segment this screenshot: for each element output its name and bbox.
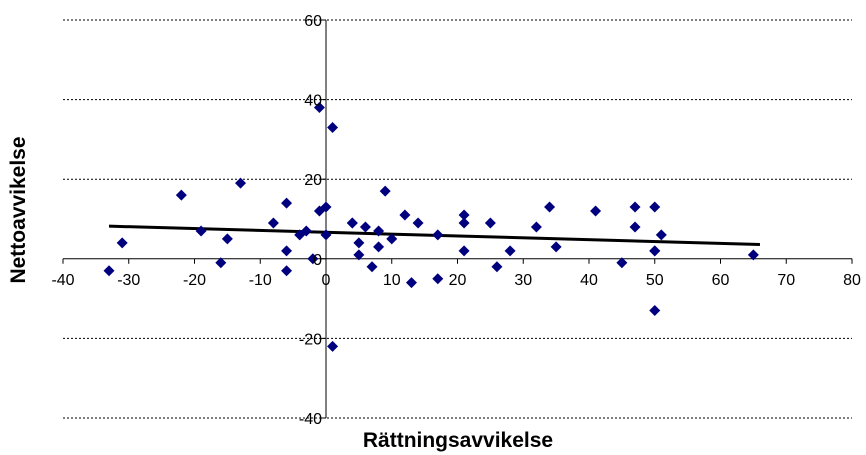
data-point	[530, 221, 542, 233]
x-tick-label: -10	[249, 272, 272, 289]
data-point	[405, 277, 417, 289]
data-point	[629, 201, 641, 213]
y-tick-label: 60	[304, 13, 322, 30]
data-point	[649, 245, 661, 257]
y-tick-label: 40	[304, 93, 322, 110]
data-point	[353, 249, 365, 261]
data-point	[327, 340, 339, 352]
y-tick-label: -20	[299, 331, 322, 348]
data-point	[747, 249, 759, 261]
data-point	[116, 237, 128, 249]
data-point	[432, 229, 444, 241]
data-point	[373, 225, 385, 237]
data-point	[432, 273, 444, 285]
data-point	[195, 225, 207, 237]
data-point	[590, 205, 602, 217]
x-tick-label: 30	[514, 272, 532, 289]
data-point	[215, 257, 227, 269]
data-point	[550, 241, 562, 253]
x-tick-label: -30	[117, 272, 140, 289]
tick-labels: -40 -30 -20 -10 0 10 20 30 40 50 60 70 80 -40 -20 0 20 40…	[51, 13, 861, 428]
data-points	[103, 102, 759, 352]
data-point	[379, 185, 391, 197]
x-tick-label: 50	[646, 272, 664, 289]
data-point	[235, 177, 247, 189]
data-point	[412, 217, 424, 229]
data-point	[655, 229, 667, 241]
data-point	[353, 237, 365, 249]
data-point	[313, 102, 325, 114]
data-point	[320, 201, 332, 213]
x-tick-label: 60	[712, 272, 730, 289]
data-point	[629, 221, 641, 233]
data-point	[267, 217, 279, 229]
x-axis-title: Rättningsavvikelse	[363, 429, 553, 452]
x-tick-label: 20	[449, 272, 467, 289]
x-tick-label: 10	[383, 272, 401, 289]
data-point	[491, 261, 503, 273]
x-tick-label: 0	[322, 272, 331, 289]
data-point	[484, 217, 496, 229]
gridlines	[63, 19, 852, 419]
data-point	[649, 305, 661, 317]
data-point	[458, 209, 470, 221]
data-point	[346, 217, 358, 229]
x-tick-label: 80	[843, 272, 861, 289]
data-point	[373, 241, 385, 253]
data-point	[221, 233, 233, 245]
y-tick-label: -40	[299, 411, 322, 428]
x-tick-label: 40	[580, 272, 598, 289]
data-point	[544, 201, 556, 213]
data-point	[399, 209, 411, 221]
axes	[62, 19, 853, 419]
x-tick-label: 70	[777, 272, 795, 289]
data-point	[386, 233, 398, 245]
x-tick-label: -40	[51, 272, 74, 289]
y-tick-label: 0	[313, 252, 322, 269]
data-point	[320, 229, 332, 241]
data-point	[175, 189, 187, 201]
data-point	[327, 121, 339, 133]
data-point	[281, 197, 293, 209]
data-point	[366, 261, 378, 273]
data-point	[359, 221, 371, 233]
data-point	[307, 253, 319, 265]
data-point	[649, 201, 661, 213]
data-point	[103, 265, 115, 277]
y-axis-title: Nettoavvikelse	[7, 136, 30, 283]
data-point	[300, 225, 312, 237]
data-point	[281, 265, 293, 277]
data-point	[504, 245, 516, 257]
data-point	[616, 257, 628, 269]
data-point	[458, 217, 470, 229]
data-point	[458, 245, 470, 257]
y-tick-label: 20	[304, 172, 322, 189]
x-tick-label: -20	[183, 272, 206, 289]
data-point	[281, 245, 293, 257]
